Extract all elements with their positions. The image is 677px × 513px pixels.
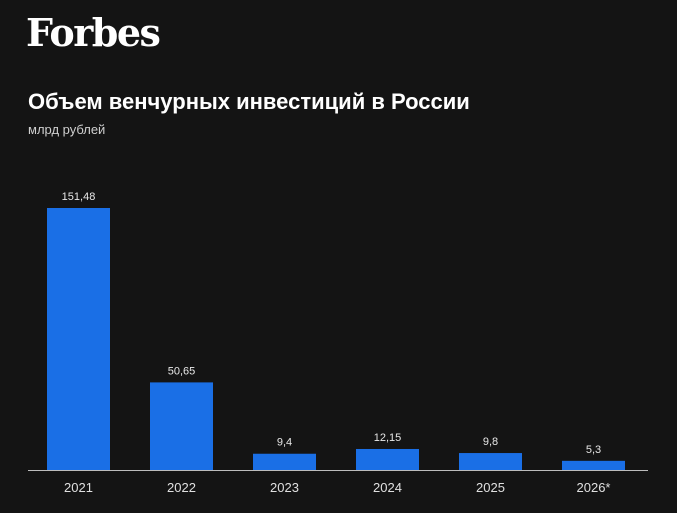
x-tick-label-2024: 2024 (373, 480, 402, 495)
bar-2026 (562, 460, 625, 470)
value-label-2021: 151,48 (62, 191, 96, 203)
bar-2025 (459, 453, 522, 470)
value-label-2026: 5,3 (586, 444, 601, 456)
value-label-2025: 9,8 (483, 436, 498, 448)
value-labels-group: 151,48 50,65 9,4 12,15 9,8 5,3 (62, 191, 601, 456)
chart-title: Объем венчурных инвестиций в России (28, 89, 470, 114)
chart-subtitle: млрд рублей (28, 122, 106, 137)
x-tick-label-2023: 2023 (270, 480, 299, 495)
x-tick-label-2021: 2021 (64, 480, 93, 495)
bars-group (47, 208, 625, 470)
x-tick-label-2026: 2026* (577, 480, 611, 495)
value-label-2022: 50,65 (168, 365, 196, 377)
value-label-2024: 12,15 (374, 432, 402, 444)
value-label-2023: 9,4 (277, 437, 292, 449)
forbes-logo: Forbes (26, 10, 161, 55)
x-tick-labels-group: 2021 2022 2023 2024 2025 2026* (64, 480, 610, 495)
bar-2023 (253, 453, 316, 470)
bar-2022 (150, 382, 213, 470)
bar-2021 (47, 208, 110, 470)
x-tick-label-2025: 2025 (476, 480, 505, 495)
x-tick-label-2022: 2022 (167, 480, 196, 495)
bar-2024 (356, 448, 419, 470)
